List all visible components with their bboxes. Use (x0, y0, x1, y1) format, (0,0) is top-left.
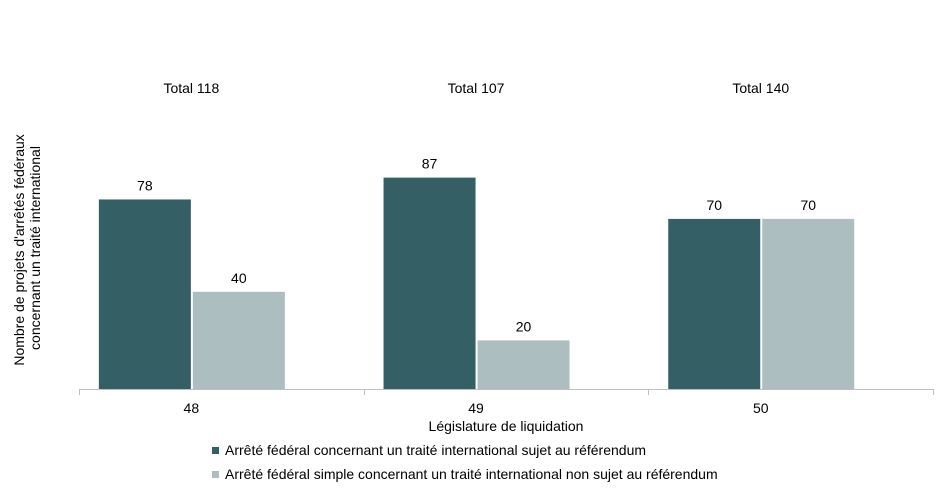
x-ticks (79, 389, 934, 395)
data-label: 70 (800, 197, 816, 213)
x-tick-label: 49 (468, 400, 484, 416)
x-tick-label: 48 (184, 400, 200, 416)
total-label: Total 140 (732, 80, 789, 96)
value-labels: 78 40 87 20 70 70 (137, 156, 816, 335)
data-label: 78 (137, 177, 153, 193)
data-label: 87 (422, 156, 438, 172)
bars (98, 177, 855, 389)
bar (762, 218, 855, 389)
y-axis-label-line-2: concernant un traité international (27, 146, 43, 350)
legend-swatch-non-referendum (212, 470, 219, 478)
legend: Arrêté fédéral concernant un traité inte… (212, 438, 718, 486)
total-labels: Total 118 Total 107 Total 140 (163, 80, 789, 96)
x-tick-labels: 48 49 50 (184, 400, 769, 416)
legend-swatch-referendum (212, 446, 219, 454)
bar (477, 340, 570, 389)
legend-item-referendum: Arrêté fédéral concernant un traité inte… (212, 438, 718, 462)
data-label: 20 (516, 318, 532, 334)
y-axis-label: Nombre de projets d'arrêtés fédéraux con… (11, 130, 43, 365)
bar (98, 199, 191, 389)
total-label: Total 118 (163, 80, 219, 96)
legend-label-referendum: Arrêté fédéral concernant un traité inte… (225, 442, 647, 458)
x-tick-label: 50 (753, 400, 769, 416)
legend-item-non-referendum: Arrêté fédéral simple concernant un trai… (212, 462, 718, 486)
total-label: Total 107 (448, 80, 505, 96)
bar (192, 291, 285, 389)
data-label: 70 (706, 197, 722, 213)
bar (383, 177, 476, 389)
data-label: 40 (231, 270, 247, 286)
y-axis-label-line-1: Nombre de projets d'arrêtés fédéraux (11, 134, 27, 365)
legend-label-non-referendum: Arrêté fédéral simple concernant un trai… (225, 466, 718, 482)
x-axis-label: Législature de liquidation (429, 418, 584, 434)
bar (668, 218, 761, 389)
